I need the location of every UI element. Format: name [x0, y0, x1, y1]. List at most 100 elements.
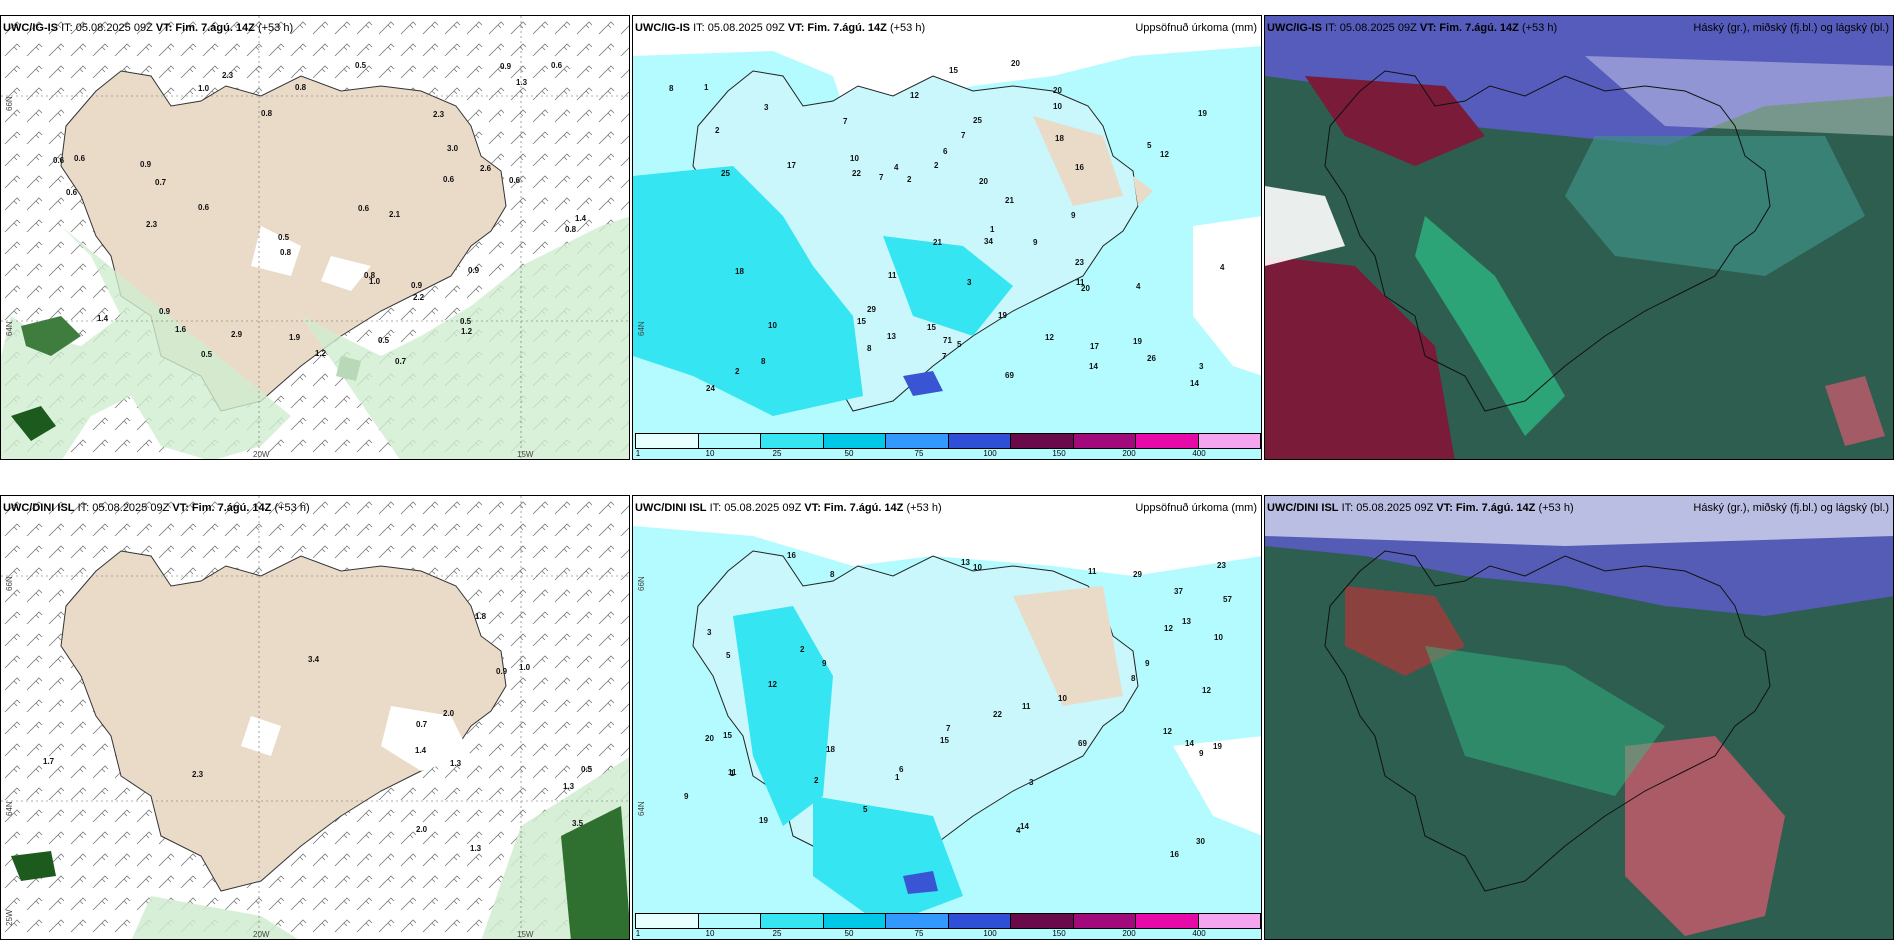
map-value-label: 3.0	[447, 144, 459, 153]
map-value-label: 15	[927, 323, 936, 332]
graticule-66n: 66N	[5, 96, 14, 111]
map-value-label: 19	[998, 311, 1007, 320]
map-value-label: 20	[1081, 284, 1090, 293]
colorbar-tick: 100	[983, 449, 997, 458]
map-value-label: 3.5	[572, 819, 584, 828]
map-value-label: 3	[764, 103, 769, 112]
map-value-label: 8	[761, 357, 766, 366]
map-value-label: 2	[735, 367, 740, 376]
valid-time: VT: Fim. 7.ágú. 14Z	[155, 22, 255, 34]
colorbar-swatch	[823, 914, 886, 928]
colorbar-tick: 50	[844, 929, 854, 938]
map-value-label: 8	[669, 84, 674, 93]
map-value-label: 20	[979, 177, 988, 186]
graticule-66n: 66N	[5, 576, 14, 591]
map-value-label: 2	[907, 175, 912, 184]
panel-header: UWC/IG-IS IT: 05.08.2025 09Z VT: Fim. 7.…	[635, 22, 925, 34]
map-value-label: 5	[957, 340, 962, 349]
map-value-label: 13	[1182, 617, 1191, 626]
graticule-64n: 64N	[5, 321, 14, 336]
map-value-label: 6	[899, 765, 904, 774]
map-value-label: 10	[973, 563, 982, 572]
map-value-label: 3.4	[308, 655, 320, 664]
map-value-label: 1.7	[43, 757, 55, 766]
map-value-label: 10	[850, 154, 859, 163]
panel-header: UWC/IG-IS IT: 05.08.2025 09Z VT: Fim. 7.…	[1267, 22, 1557, 34]
colorbar-swatch	[1136, 914, 1199, 928]
map-value-label: 7	[961, 131, 966, 140]
map-value-label: 19	[759, 816, 768, 825]
colorbar-swatch	[948, 434, 1011, 448]
map-value-label: 15	[857, 317, 866, 326]
map-value-label: 0.7	[155, 178, 167, 187]
map-value-label: 9	[1199, 749, 1204, 758]
init-time: IT: 05.08.2025 09Z	[693, 22, 785, 34]
map-value-label: 7	[946, 724, 951, 733]
colorbar-swatch	[1073, 434, 1136, 448]
map-value-label: 11	[1088, 567, 1097, 576]
colorbar-tick: 10	[705, 449, 715, 458]
model-name: UWC/DINI ISL	[3, 502, 75, 514]
map-value-label: 25	[721, 169, 730, 178]
map-value-label: 0.6	[66, 188, 78, 197]
map-value-label: 1.2	[461, 327, 473, 336]
map-value-label: 18	[826, 745, 835, 754]
map-value-label: 2.1	[389, 210, 401, 219]
colorbar-swatch	[636, 434, 699, 448]
graticule-15w: 15W	[517, 450, 534, 459]
colorbar-swatch	[1198, 914, 1260, 928]
map-svg	[1265, 16, 1893, 459]
colorbar-tick: 1	[635, 449, 641, 458]
colorbar-tick: 200	[1122, 929, 1136, 938]
map-value-label: 0.6	[53, 156, 65, 165]
map-value-label: 30	[1196, 837, 1205, 846]
map-value-label: 2	[800, 645, 805, 654]
init-time: IT: 05.08.2025 09Z	[1325, 22, 1417, 34]
map-value-label: 2	[814, 776, 819, 785]
map-value-label: 1.4	[575, 214, 587, 223]
colorbar-swatch	[823, 434, 886, 448]
map-value-label: 2.9	[231, 330, 243, 339]
map-value-label: 0.5	[378, 336, 390, 345]
map-value-label: 15	[940, 736, 949, 745]
map-value-label: 8	[1131, 674, 1136, 683]
map-value-label: 4	[1220, 263, 1225, 272]
map-value-label: 0.5	[460, 317, 472, 326]
map-value-label: 69	[1078, 739, 1087, 748]
map-value-label: 12	[1160, 150, 1169, 159]
colorbar-tick: 10	[705, 929, 715, 938]
map-value-label: 1.0	[198, 84, 210, 93]
init-time: IT: 05.08.2025 09Z	[1341, 502, 1434, 514]
map-value-label: 1.0	[519, 663, 531, 672]
map-canvas: 1.4 0.5 0.9 1.3 2.0 1.8 1.0 3.4 3.5 1.3 2.0 0.7 1.7 1…	[1, 496, 629, 939]
colorbar-tick: 50	[844, 449, 854, 458]
colorbar-swatch	[698, 434, 761, 448]
colorbar-tick: 25	[772, 929, 782, 938]
colorbar-tick: 75	[914, 449, 924, 458]
map-value-label: 12	[910, 91, 919, 100]
graticule-66n: 66N	[637, 576, 646, 591]
lead-time: (+53 h)	[906, 502, 942, 514]
map-value-label: 20	[705, 734, 714, 743]
map-value-label: 7	[879, 173, 884, 182]
map-value-label: 1.3	[450, 759, 462, 768]
map-value-label: 11	[728, 768, 737, 777]
colorbar-tick: 100	[983, 929, 997, 938]
panel-title: Uppsöfnuð úrkoma (mm)	[1135, 502, 1257, 514]
map-value-label: 0.6	[551, 61, 563, 70]
map-value-label: 1	[990, 225, 995, 234]
map-value-label: 20	[1053, 86, 1062, 95]
map-value-label: 1.8	[475, 612, 487, 621]
map-value-label: 2.2	[413, 293, 425, 302]
map-value-label: 17	[787, 161, 796, 170]
panel-header: UWC/DINI ISL IT: 05.08.2025 09Z VT: Fim.…	[1267, 502, 1574, 514]
map-value-label: 21	[1005, 196, 1014, 205]
map-value-label: 0.8	[280, 248, 292, 257]
map-value-label: 0.8	[295, 83, 307, 92]
map-value-label: 26	[1147, 354, 1156, 363]
map-value-label: 3	[967, 278, 972, 287]
colorbar-tick: 150	[1052, 929, 1066, 938]
map-value-label: 69	[1005, 371, 1014, 380]
map-value-label: 0.5	[581, 765, 593, 774]
colorbar-tick: 25	[772, 449, 782, 458]
